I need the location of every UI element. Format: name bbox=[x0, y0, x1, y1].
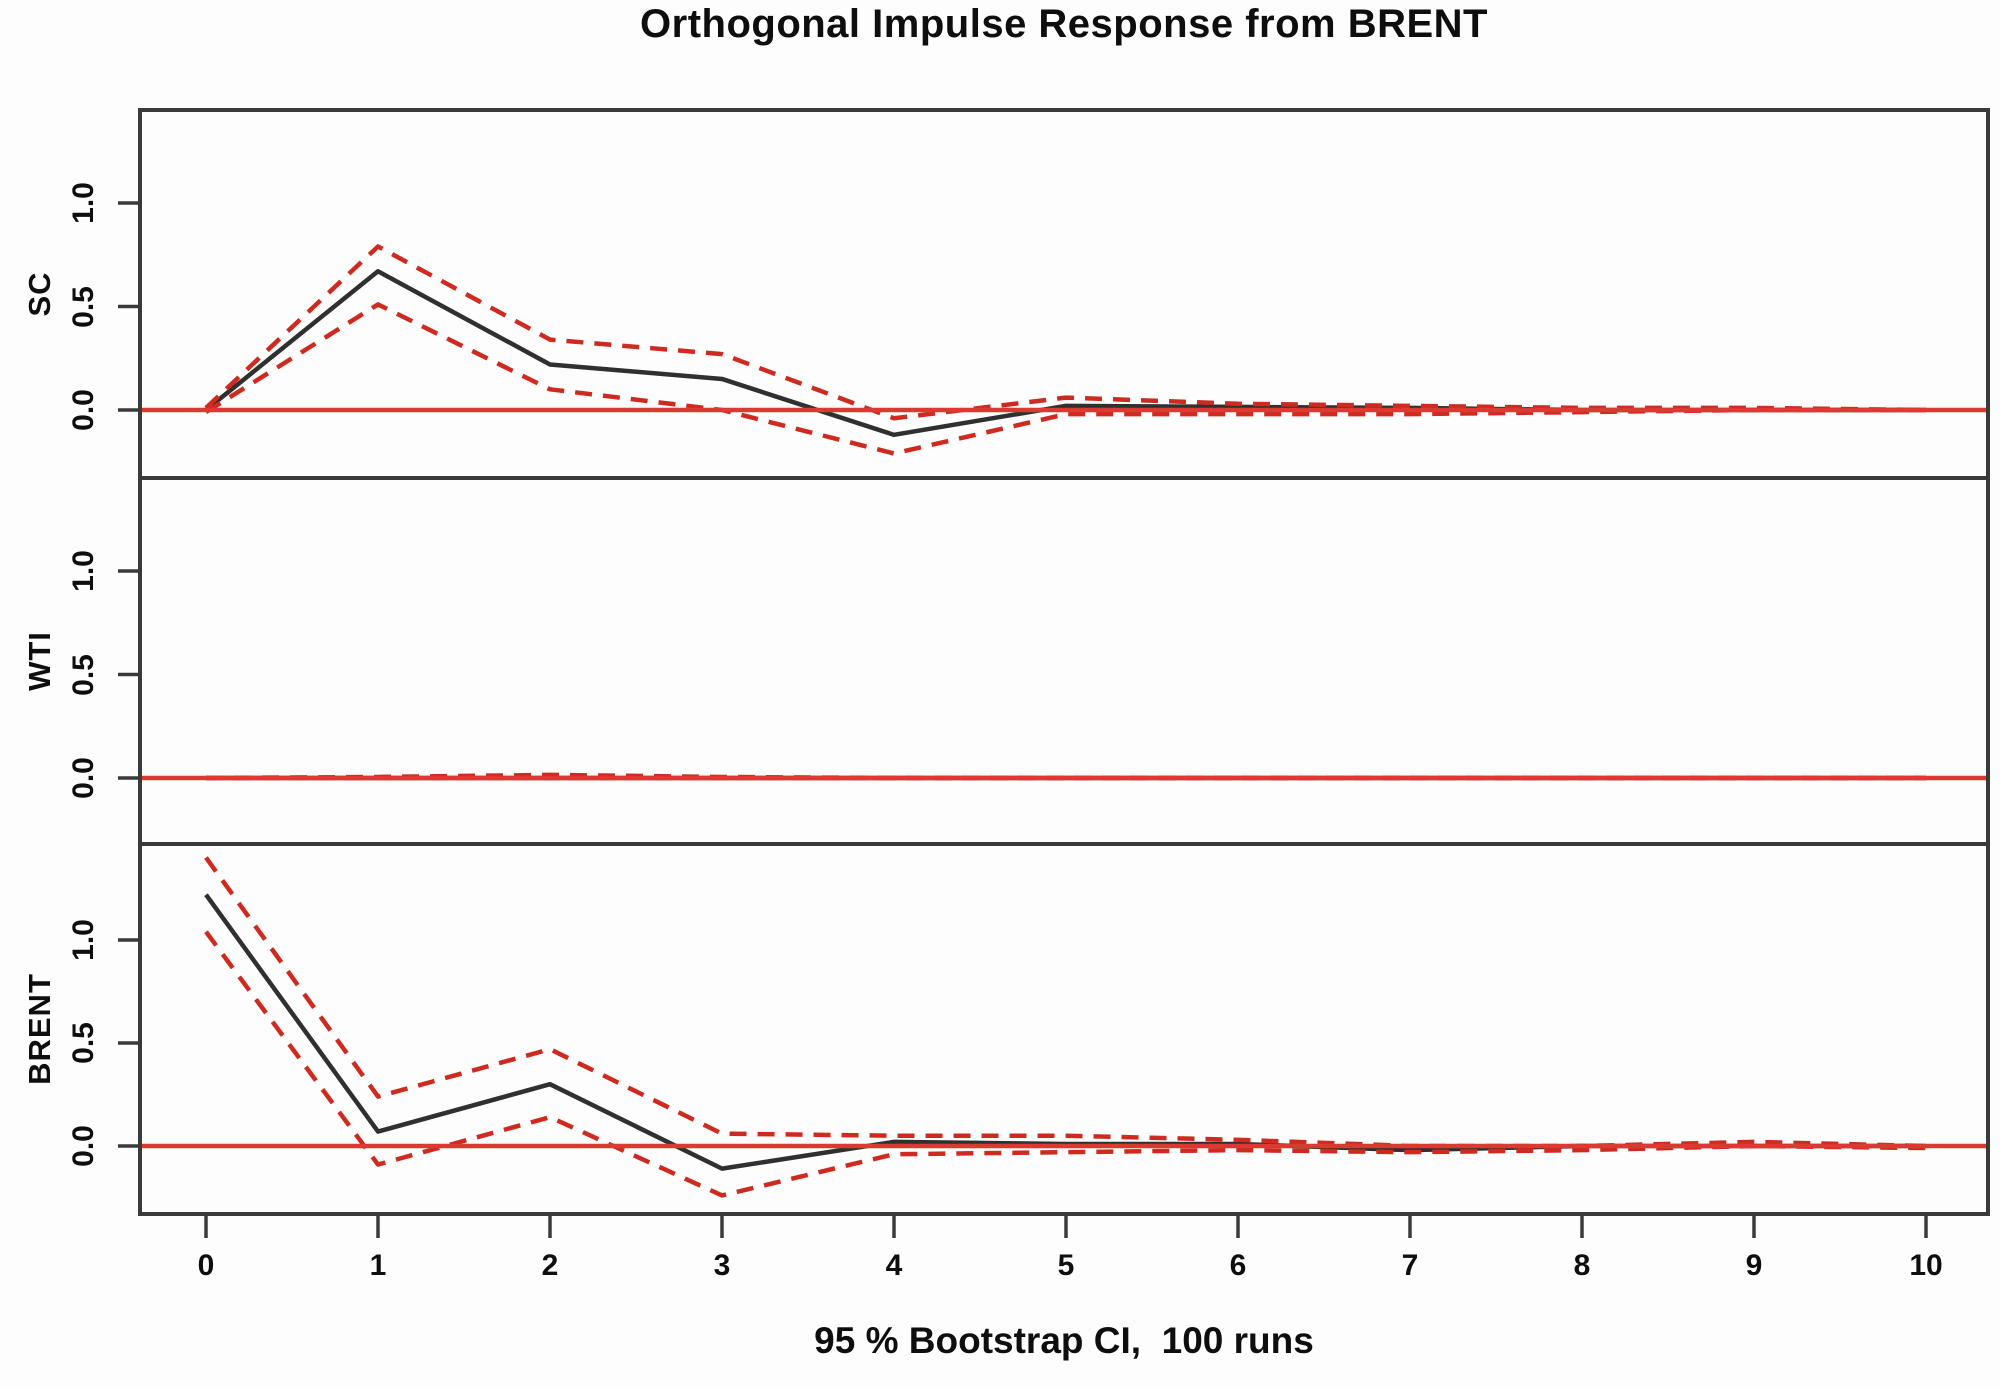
y-tick-label-sc-0.5: 0.5 bbox=[67, 285, 100, 328]
x-axis-caption: 95 % Bootstrap CI, 100 runs bbox=[814, 1320, 1314, 1361]
y-tick-label-brent-0.0: 0.0 bbox=[67, 1125, 100, 1167]
x-tick-label-10: 10 bbox=[1909, 1249, 1943, 1282]
y-tick-label-brent-0.5: 0.5 bbox=[67, 1022, 100, 1064]
panel-box-brent bbox=[138, 842, 1990, 1216]
x-tick-label-9: 9 bbox=[1745, 1249, 1763, 1282]
y-tick-label-wti-0.0: 0.0 bbox=[67, 757, 100, 799]
y-tick-label-brent-1.0: 1.0 bbox=[67, 919, 100, 961]
ci_lower-line-sc bbox=[204, 302, 1926, 456]
x-tick-label-5: 5 bbox=[1057, 1249, 1075, 1282]
y-tick-label-sc-1.0: 1.0 bbox=[67, 182, 100, 224]
y-tick-label-sc-0.0: 0.0 bbox=[67, 389, 100, 431]
x-tick-label-2: 2 bbox=[541, 1249, 559, 1282]
x-tick-label-1: 1 bbox=[369, 1249, 387, 1282]
response-line-brent bbox=[204, 893, 1926, 1171]
y-tick-label-wti-1.0: 1.0 bbox=[67, 550, 100, 592]
panel-box-wti bbox=[138, 476, 1990, 846]
x-tick-label-7: 7 bbox=[1401, 1249, 1419, 1282]
ci_upper-line-sc bbox=[204, 244, 1927, 421]
x-tick-label-0: 0 bbox=[197, 1249, 215, 1282]
panel-label-brent: BRENT bbox=[22, 973, 57, 1085]
y-tick-label-wti-0.5: 0.5 bbox=[67, 653, 100, 696]
panel-label-sc: SC bbox=[22, 271, 57, 317]
chart-title: Orthogonal Impulse Response from BRENT bbox=[640, 2, 1488, 46]
x-tick-label-3: 3 bbox=[713, 1249, 731, 1282]
ci_lower-line-brent bbox=[204, 930, 1927, 1198]
x-tick-label-6: 6 bbox=[1229, 1249, 1247, 1282]
panel-label-wti: WTI bbox=[22, 631, 57, 691]
ci_upper-line-brent bbox=[204, 856, 1927, 1149]
x-tick-label-4: 4 bbox=[885, 1249, 903, 1282]
x-tick-label-8: 8 bbox=[1573, 1249, 1591, 1282]
